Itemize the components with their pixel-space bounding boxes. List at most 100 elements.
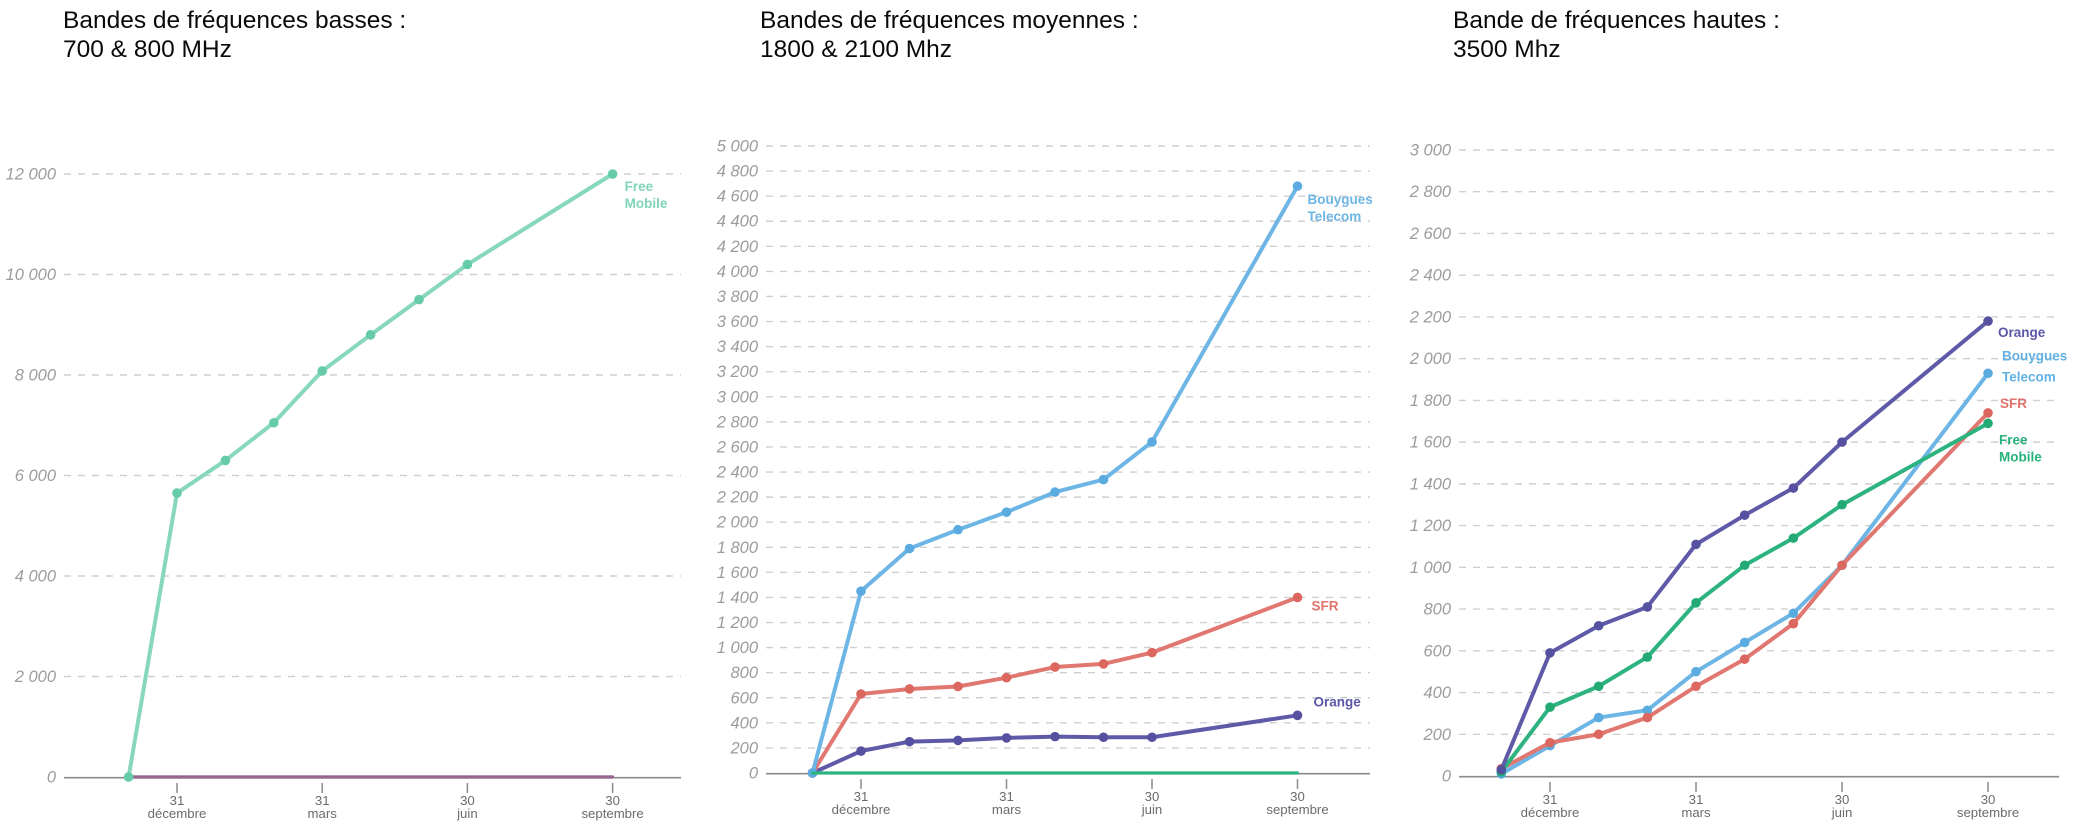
data-point-bouygues-telecom [1691, 666, 1701, 677]
x-axis-tick-label: 31 [1689, 792, 1704, 807]
series-end-label-orange: Orange [1998, 325, 2046, 340]
y-axis-tick-label: 4 600 [717, 188, 759, 206]
chart-title-line1: Bande de fréquences hautes : [1453, 7, 1780, 34]
data-point-bouygues-telecom [904, 543, 915, 554]
data-point-bouygues-telecom [1147, 437, 1157, 447]
data-point-orange [1050, 731, 1060, 742]
series-line-bouygues-telecom [1499, 371, 1991, 776]
y-axis-tick-label: 4 400 [717, 213, 759, 231]
data-point-orange [1739, 510, 1750, 520]
data-point-orange [1691, 539, 1701, 550]
y-axis-tick-label: 2 400 [716, 464, 759, 482]
chart-title-line1: Bandes de fréquences moyennes : [760, 7, 1139, 34]
y-axis-tick-label: 1 200 [717, 614, 759, 632]
x-axis-tick-label: juin [456, 806, 478, 821]
y-axis-tick-label: 3 400 [717, 338, 759, 356]
x-axis-tick-label: mars [992, 802, 1022, 817]
x-axis-tick-label: 31 [170, 793, 185, 808]
data-point-orange [1593, 620, 1604, 631]
x-axis-tick-label: 31 [315, 793, 330, 808]
y-axis-tick-label: 2 600 [1409, 225, 1452, 243]
chart-title-line2: 700 & 800 MHz [63, 36, 232, 63]
x-axis-tick-label: 31 [854, 789, 869, 804]
data-point-orange [1292, 710, 1303, 721]
chart-title-line2: 3500 Mhz [1453, 36, 1561, 63]
data-point-orange [856, 746, 866, 756]
y-axis-tick-label: 12 000 [6, 166, 57, 184]
x-axis-tick-label: 30 [1290, 789, 1305, 804]
y-axis-tick-label: 3 600 [717, 313, 759, 331]
chart-title-line1: Bandes de fréquences basses : [63, 7, 407, 34]
y-axis-tick-label: 1 200 [1410, 517, 1452, 535]
x-axis-tick-label: décembre [832, 802, 891, 817]
data-point-bouygues-telecom [1739, 637, 1750, 648]
y-axis-tick-label: 1 800 [717, 539, 759, 557]
data-point-bouygues-telecom [1983, 368, 1993, 379]
series-end-label-free-mobile: Mobile [1999, 449, 2042, 464]
x-axis-tick-label: mars [308, 806, 338, 821]
series-end-label-free-mobile: Free [625, 179, 654, 194]
x-axis-tick-label: septembre [1957, 805, 2019, 820]
data-point-sfr [1545, 737, 1555, 748]
y-axis-tick-label: 600 [1423, 642, 1451, 660]
series-end-label-bouygues-telecom: Bouygues [2002, 348, 2067, 363]
data-point-free-mobile [414, 294, 424, 305]
data-point-free-mobile [220, 455, 231, 466]
x-axis-tick-label: mars [1681, 805, 1711, 820]
series-end-label-sfr: SFR [1312, 598, 1339, 613]
data-point-bouygues-telecom [856, 586, 866, 596]
y-axis-tick-label: 400 [730, 714, 758, 732]
chart-title-mid-band: Bandes de fréquences moyennes : 1800 & 2… [760, 6, 1139, 64]
data-point-free-mobile [1837, 499, 1847, 510]
y-axis-tick-label: 4 000 [15, 568, 57, 586]
x-axis-tick-label: 30 [460, 793, 475, 808]
series-end-label-bouygues-telecom: Bouygues [1308, 192, 1373, 207]
x-axis-tick-label: décembre [1521, 805, 1580, 820]
data-point-bouygues-telecom [1642, 705, 1653, 716]
y-axis-tick-label: 6 000 [15, 467, 57, 485]
chart-title-high-band: Bande de fréquences hautes : 3500 Mhz [1453, 6, 1780, 64]
series-end-label-free-mobile: Mobile [625, 196, 668, 211]
data-point-free-mobile [317, 366, 328, 376]
data-point-orange [1983, 316, 1993, 326]
y-axis-tick-label: 2 800 [716, 413, 759, 431]
y-axis-tick-label: 200 [729, 739, 758, 757]
data-point-bouygues-telecom [1788, 608, 1799, 619]
data-point-sfr [1050, 662, 1060, 672]
x-axis-tick-label: septembre [1266, 802, 1328, 817]
data-point-sfr [1788, 618, 1799, 629]
data-point-sfr [904, 684, 915, 694]
y-axis-tick-label: 600 [730, 689, 758, 707]
series-end-label-bouygues-telecom: Telecom [1308, 209, 1362, 224]
y-axis-tick-label: 8 000 [15, 367, 57, 385]
y-axis-tick-label: 3 000 [717, 388, 759, 406]
x-axis-tick-label: 30 [605, 793, 620, 808]
y-axis-tick-label: 3 000 [1410, 142, 1452, 160]
chart-1: 0 200 400 600 800 1 000 1 200 1 400 1 600 1 800 2 … [716, 138, 1373, 818]
data-point-bouygues-telecom [1050, 487, 1060, 497]
data-point-sfr [1691, 681, 1701, 692]
x-axis-tick-label: 31 [999, 789, 1014, 804]
chart-2: 0 200 400 600 800 1 000 1 200 1 400 1 600 1 800 2 … [1409, 142, 2068, 821]
data-point-free-mobile [172, 488, 182, 498]
series-end-label-bouygues-telecom: Telecom [2002, 369, 2056, 384]
x-axis-tick-label: 30 [1981, 792, 1996, 807]
series-end-label-orange: Orange [1314, 694, 1362, 709]
y-axis-tick-label: 1 000 [1410, 559, 1452, 577]
data-point-bouygues-telecom [1001, 507, 1012, 517]
x-axis-tick-label: juin [1831, 805, 1853, 820]
data-point-sfr [953, 681, 963, 692]
y-axis-tick-label: 0 [47, 769, 57, 787]
x-axis-tick-label: 30 [1835, 792, 1850, 807]
y-axis-tick-label: 10 000 [6, 266, 57, 284]
chart-title-low-band: Bandes de fréquences basses : 700 & 800 … [63, 6, 406, 64]
series-line-free-mobile [1499, 421, 1991, 774]
data-point-sfr [1593, 729, 1604, 740]
data-point-free-mobile [1983, 418, 1993, 429]
series-end-label-free-mobile: Free [1999, 432, 2028, 447]
series-end-label-sfr: SFR [2000, 396, 2027, 411]
data-point-bouygues-telecom [1098, 474, 1109, 485]
data-point-free-mobile [1739, 560, 1750, 571]
